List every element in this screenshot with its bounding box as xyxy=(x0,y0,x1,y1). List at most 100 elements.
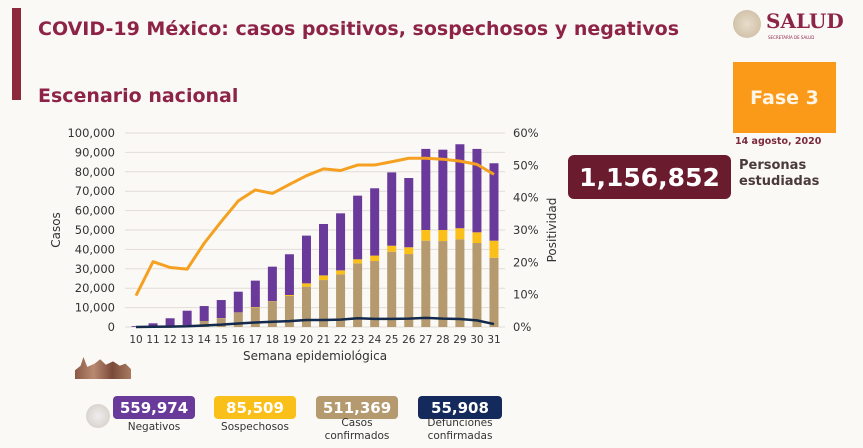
bar-sospechosos xyxy=(404,247,414,255)
stat-defunciones-label: Defunciones confirmadas xyxy=(412,417,508,443)
bar-casos-confirmados xyxy=(284,295,294,327)
accent-bar xyxy=(12,8,21,100)
bar-negativos xyxy=(216,300,226,319)
x-tick-label: 23 xyxy=(351,334,364,346)
bar-negativos xyxy=(387,172,397,246)
x-tick-label: 12 xyxy=(163,334,176,346)
y2-tick-label: 40% xyxy=(513,191,539,205)
y-tick-label: 90,000 xyxy=(75,145,115,159)
bar-sospechosos xyxy=(284,294,294,296)
label: confirmados xyxy=(324,430,390,442)
label: Defunciones xyxy=(427,417,493,429)
bar-negativos xyxy=(472,148,482,233)
bar-casos-confirmados xyxy=(267,301,277,327)
axes: 0 10,000 20,000 30,000 40,000 50,000 60,000 70,… xyxy=(67,126,538,346)
bar-negativos xyxy=(199,306,209,321)
y2-axis-label: Positividad xyxy=(545,198,559,263)
page-title: COVID-19 México: casos positivos, sospec… xyxy=(38,18,679,40)
bar-negativos xyxy=(489,163,499,241)
bar-negativos xyxy=(267,266,277,302)
y-tick-label: 30,000 xyxy=(75,262,115,276)
phase-badge: Fase 3 xyxy=(733,62,836,133)
x-tick-label: 11 xyxy=(146,334,159,346)
bar-sospechosos xyxy=(421,230,431,241)
bar-negativos xyxy=(370,188,380,256)
y2-tick-label: 10% xyxy=(513,288,539,302)
bar-sospechosos xyxy=(472,232,482,243)
bar-casos-confirmados xyxy=(370,261,380,327)
x-tick-label: 14 xyxy=(198,334,212,346)
bar-negativos xyxy=(165,318,175,327)
bar-sospechosos xyxy=(370,255,380,262)
bar-casos-confirmados xyxy=(438,241,448,327)
bar-casos-confirmados xyxy=(472,242,482,327)
stat-confirmados-label: Casos confirmados xyxy=(310,417,404,443)
bar-negativos xyxy=(233,291,243,313)
bar-negativos xyxy=(421,148,431,230)
bar-casos-confirmados xyxy=(199,320,209,327)
bar-negativos xyxy=(353,195,363,260)
bar-negativos xyxy=(250,280,260,308)
x-tick-label: 16 xyxy=(232,334,246,346)
bar-negativos xyxy=(438,149,448,230)
grid xyxy=(125,132,505,328)
bar-sospechosos xyxy=(353,259,363,264)
personas-label-line1: Personas xyxy=(739,158,807,173)
x-tick-label: 20 xyxy=(300,334,313,346)
personas-estudiadas-value: 1,156,852 xyxy=(568,155,731,199)
bar-casos-confirmados xyxy=(233,312,243,327)
x-tick-label: 21 xyxy=(317,334,330,346)
x-tick-label: 28 xyxy=(436,334,449,346)
seal-icon xyxy=(86,404,110,428)
x-axis-label: Semana epidemiológica xyxy=(243,349,387,363)
y-axis-label: Casos xyxy=(49,212,63,248)
y-tick-label: 60,000 xyxy=(75,204,115,218)
stat-negativos-label: Negativos xyxy=(113,421,195,434)
x-tick-label: 25 xyxy=(385,334,398,346)
y2-tick-label: 60% xyxy=(513,126,539,140)
bar-casos-confirmados xyxy=(250,307,260,327)
x-tick-label: 10 xyxy=(129,334,142,346)
bar-sospechosos xyxy=(455,228,465,240)
y-tick-label: 80,000 xyxy=(75,165,115,179)
y-tick-label: 10,000 xyxy=(75,301,115,315)
x-tick-label: 26 xyxy=(402,334,416,346)
bar-sospechosos xyxy=(489,240,499,258)
x-tick-label: 18 xyxy=(266,334,279,346)
bar-casos-confirmados xyxy=(489,257,499,327)
bar-sospechosos xyxy=(387,245,397,252)
bar-casos-confirmados xyxy=(319,280,329,327)
x-tick-label: 15 xyxy=(215,334,228,346)
x-tick-label: 30 xyxy=(470,334,483,346)
bar-casos-confirmados xyxy=(455,239,465,327)
line-defunciones xyxy=(135,316,495,329)
personas-estudiadas-label: Personas estudiadas xyxy=(739,158,819,190)
report-date: 14 agosto, 2020 xyxy=(735,136,822,147)
line-positividad xyxy=(134,156,495,297)
seal-icon xyxy=(733,10,761,38)
x-tick-label: 31 xyxy=(487,334,500,346)
x-tick-label: 24 xyxy=(368,334,382,346)
lines xyxy=(134,156,495,329)
x-tick-label: 29 xyxy=(453,334,466,346)
y-tick-label: 100,000 xyxy=(67,126,115,140)
bar-negativos xyxy=(319,223,329,276)
stat-defunciones: 55,908 xyxy=(418,396,502,419)
bar-sospechosos xyxy=(336,270,346,275)
label: Casos xyxy=(341,417,373,429)
bar-casos-confirmados xyxy=(404,254,414,327)
logo-text: SALUD xyxy=(766,9,844,33)
x-tick-label: 13 xyxy=(180,334,193,346)
bar-sospechosos xyxy=(438,230,448,242)
bar-negativos xyxy=(284,254,294,295)
y-tick-label: 0 xyxy=(108,320,115,334)
personas-label-line2: estudiadas xyxy=(739,174,820,189)
y2-tick-label: 20% xyxy=(513,255,539,269)
stat-negativos: 559,974 xyxy=(113,396,195,419)
bar-casos-confirmados xyxy=(353,263,363,327)
x-tick-label: 17 xyxy=(249,334,262,346)
bar-casos-confirmados xyxy=(421,240,431,327)
y-tick-label: 50,000 xyxy=(75,223,115,237)
bar-negativos xyxy=(404,178,414,248)
